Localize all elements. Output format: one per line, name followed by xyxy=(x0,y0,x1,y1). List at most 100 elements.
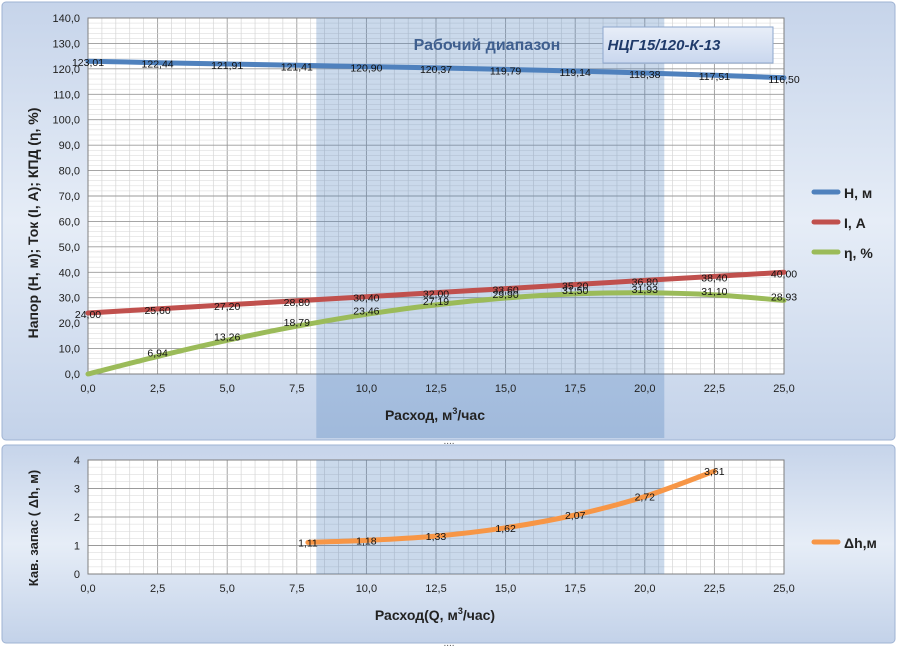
data-label: 30,40 xyxy=(353,293,379,305)
working-range-band-lower xyxy=(316,460,665,574)
x-tick-label: 2,5 xyxy=(150,583,165,595)
working-range-label: Рабочий диапазон xyxy=(414,37,561,54)
x-tick-label: 15,0 xyxy=(495,383,516,395)
model-label-box xyxy=(602,26,774,64)
x-tick-label: 10,0 xyxy=(356,583,377,595)
y-tick-label: 2 xyxy=(74,512,80,524)
data-label: 2,07 xyxy=(565,510,586,522)
top-series-lines xyxy=(85,58,787,377)
bottom-tick-labels: 0,0 2,5 5,0 7,5 10,0 12,5 15,0 17,5 20,0 22,5 25,0… xyxy=(74,455,795,595)
bottom-y-axis-title: Кав. запас ( Δh, м) xyxy=(26,470,41,586)
y-tick-label: 70,0 xyxy=(59,191,80,203)
data-label: 122,44 xyxy=(142,59,174,71)
data-label: 6,94 xyxy=(147,347,168,359)
top-legend: H, м I, А η, % xyxy=(811,185,873,261)
x-tick-label: 15,0 xyxy=(495,583,516,595)
series-line-0 xyxy=(85,58,787,81)
top-tick-labels: 0,0 2,5 5,0 7,5 10,0 12,5 15,0 17,5 20,0 22,5 25,0… xyxy=(52,13,794,395)
x-tick-label: 25,0 xyxy=(773,383,794,395)
data-label: 119,79 xyxy=(490,65,521,77)
legend-label-head: H, м xyxy=(844,185,872,201)
data-label: 31,50 xyxy=(562,285,588,297)
y-tick-label: 20,0 xyxy=(59,318,80,330)
data-label: 117,51 xyxy=(699,71,730,83)
data-label: 116,50 xyxy=(768,74,799,86)
data-label: 31,10 xyxy=(701,286,727,298)
y-tick-label: 100,0 xyxy=(52,115,80,127)
y-tick-label: 90,0 xyxy=(59,140,80,152)
legend-label-current: I, А xyxy=(844,215,866,231)
data-label: 25,60 xyxy=(144,305,170,317)
series-line-1 xyxy=(85,269,787,316)
top-y-axis-title: Напор (H, м); Ток (I, А); КПД (η, %) xyxy=(25,108,41,339)
x-tick-label: 5,0 xyxy=(220,583,235,595)
y-tick-label: 10,0 xyxy=(59,344,80,356)
x-tick-label: 0,0 xyxy=(80,383,95,395)
data-label: 23,46 xyxy=(353,305,379,317)
legend-label-efficiency: η, % xyxy=(844,245,873,261)
y-tick-label: 110,0 xyxy=(53,89,80,101)
data-label: 2,72 xyxy=(635,491,656,503)
series-line-2 xyxy=(85,290,787,377)
bottom-panel-resize-handle[interactable]: .... xyxy=(443,638,454,649)
data-label: 1,33 xyxy=(426,531,447,543)
data-label: 32,00 xyxy=(423,289,449,301)
bottom-data-labels: 1,11 1,18 1,33 1,62 2,07 2,72 3,61 xyxy=(298,466,725,549)
data-label: 121,41 xyxy=(281,61,313,73)
y-tick-label: 1 xyxy=(74,541,80,553)
data-label: 29,90 xyxy=(492,289,518,301)
data-label: 31,93 xyxy=(632,284,658,296)
x-tick-label: 2,5 xyxy=(150,383,165,395)
x-tick-label: 0,0 xyxy=(80,583,95,595)
plot-border xyxy=(87,17,785,375)
x-tick-label: 25,0 xyxy=(773,583,794,595)
data-label: 24,00 xyxy=(75,309,101,321)
data-label: 33,60 xyxy=(492,285,518,297)
top-gridlines xyxy=(87,17,785,375)
data-label: 35,20 xyxy=(562,280,588,292)
data-label: 18,79 xyxy=(284,317,310,329)
y-tick-label: 60,0 xyxy=(59,216,80,228)
data-label: 1,18 xyxy=(356,535,377,547)
data-label: 36,80 xyxy=(632,276,658,288)
x-tick-label: 12,5 xyxy=(425,383,446,395)
x-tick-label: 22,5 xyxy=(704,383,725,395)
data-label: 121,91 xyxy=(211,60,243,72)
bottom-gridlines xyxy=(87,459,785,575)
x-tick-label: 17,5 xyxy=(564,583,585,595)
bottom-x-axis-title: Расход(Q, м3/час) xyxy=(375,606,495,623)
top-panel-resize-handle[interactable]: .... xyxy=(443,436,454,447)
data-label: 120,37 xyxy=(420,64,452,76)
data-label: 28,80 xyxy=(284,297,310,309)
y-tick-label: 80,0 xyxy=(59,166,80,178)
y-tick-label: 4 xyxy=(74,455,80,467)
top-data-labels: 123,01 122,44 121,91 121,41 120,90 120,37 119,… xyxy=(72,57,800,359)
y-tick-label: 50,0 xyxy=(59,242,80,254)
x-tick-label: 7,5 xyxy=(289,383,304,395)
y-tick-label: 30,0 xyxy=(59,293,80,305)
data-label: 119,14 xyxy=(560,67,591,79)
y-tick-label: 0,0 xyxy=(65,369,80,381)
bottom-legend: Δh,м xyxy=(811,535,877,551)
legend-label-npsh: Δh,м xyxy=(844,535,877,551)
x-tick-label: 12,5 xyxy=(425,583,446,595)
x-tick-label: 10,0 xyxy=(356,383,377,395)
model-label: НЦГ15/120-К-13 xyxy=(608,37,721,54)
data-label: 38,40 xyxy=(701,272,727,284)
plot-border xyxy=(87,459,785,575)
top-x-axis-title: Расход, м3/час xyxy=(385,406,485,423)
x-tick-label: 22,5 xyxy=(704,583,725,595)
data-label: 123,01 xyxy=(72,57,104,69)
x-tick-label: 20,0 xyxy=(634,583,655,595)
series-line-0 xyxy=(305,468,717,545)
y-tick-label: 3 xyxy=(74,484,80,496)
x-tick-label: 20,0 xyxy=(634,383,655,395)
data-label: 28,93 xyxy=(771,291,797,303)
data-label: 40,00 xyxy=(771,268,797,280)
working-range-band xyxy=(316,18,665,438)
data-label: 27,19 xyxy=(423,296,449,308)
data-label: 3,61 xyxy=(704,466,725,478)
x-tick-label: 5,0 xyxy=(220,383,235,395)
y-tick-label: 0 xyxy=(74,569,80,581)
